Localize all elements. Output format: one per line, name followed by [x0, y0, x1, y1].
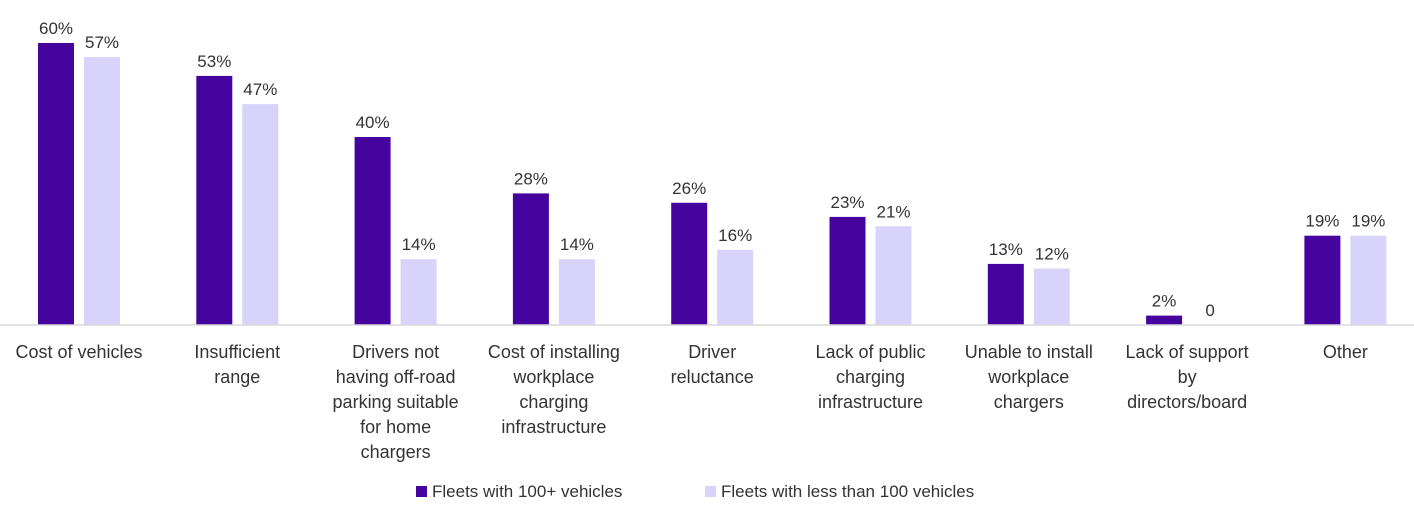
category-label-line: for home	[360, 417, 431, 437]
category-label-line: chargers	[994, 392, 1064, 412]
category-label-line: charging	[519, 392, 588, 412]
value-label-cost-of-vehicles-fleets-100-plus: 60%	[39, 19, 73, 38]
category-label-line: Drivers not	[352, 342, 439, 362]
category-label-no-off-road-parking: Drivers not having off-road parking suitab…	[333, 342, 459, 462]
category-label-line: Cost of installing	[488, 342, 620, 362]
bar-driver-reluctance-fleets-100-plus	[671, 202, 708, 325]
category-label-driver-reluctance: Driver reluctance	[671, 342, 754, 387]
value-label-other-fleets-less-than-100: 19%	[1351, 212, 1385, 231]
legend-swatch-fleets-less-than-100	[705, 486, 716, 497]
bar-unable-install-workplace-fleets-100-plus	[987, 263, 1024, 325]
category-label-line: Cost of vehicles	[15, 342, 142, 362]
value-label-unable-install-workplace-fleets-100-plus: 13%	[989, 240, 1023, 259]
bar-no-off-road-parking-fleets-less-than-100	[400, 259, 437, 325]
category-label-other: Other	[1323, 342, 1368, 362]
category-label-lack-of-board-support: Lack of support by directors/board	[1126, 342, 1249, 412]
legend: Fleets with 100+ vehicles Fleets with le…	[416, 482, 974, 501]
value-label-lack-of-board-support-fleets-100-plus: 2%	[1152, 292, 1177, 311]
value-label-workplace-infrastructure-cost-fleets-100-plus: 28%	[514, 169, 548, 188]
bar-unable-install-workplace-fleets-less-than-100	[1033, 268, 1070, 325]
bar-public-infrastructure-fleets-less-than-100	[875, 226, 912, 325]
bar-other-fleets-less-than-100	[1350, 235, 1387, 325]
bar-cost-of-vehicles-fleets-100-plus	[38, 43, 74, 325]
category-label-line: charging	[836, 367, 905, 387]
legend-swatch-fleets-100-plus	[416, 486, 427, 497]
value-label-insufficient-range-fleets-100-plus: 53%	[197, 52, 231, 71]
value-label-no-off-road-parking-fleets-less-than-100: 14%	[402, 235, 436, 254]
category-label-line: range	[214, 367, 260, 387]
value-label-insufficient-range-fleets-less-than-100: 47%	[243, 80, 277, 99]
value-label-driver-reluctance-fleets-less-than-100: 16%	[718, 226, 752, 245]
bar-public-infrastructure-fleets-100-plus	[829, 216, 866, 325]
value-label-unable-install-workplace-fleets-less-than-100: 12%	[1035, 245, 1069, 264]
category-label-line: parking suitable	[333, 392, 459, 412]
category-label-line: infrastructure	[818, 392, 923, 412]
value-label-cost-of-vehicles-fleets-less-than-100: 57%	[85, 33, 119, 52]
bar-insufficient-range-fleets-100-plus	[196, 75, 233, 326]
legend-label-fleets-100-plus: Fleets with 100+ vehicles	[432, 482, 622, 501]
category-label-line: reluctance	[671, 367, 754, 387]
value-label-workplace-infrastructure-cost-fleets-less-than-100: 14%	[560, 235, 594, 254]
category-label-line: workplace	[987, 367, 1069, 387]
value-label-no-off-road-parking-fleets-100-plus: 40%	[356, 113, 390, 132]
bar-other-fleets-100-plus	[1304, 235, 1341, 325]
value-label-lack-of-board-support-fleets-less-than-100: 0	[1205, 301, 1214, 320]
category-label-line: chargers	[361, 442, 431, 462]
value-label-public-infrastructure-fleets-less-than-100: 21%	[876, 202, 910, 221]
legend-label-fleets-less-than-100: Fleets with less than 100 vehicles	[721, 482, 974, 501]
bar-no-off-road-parking-fleets-100-plus	[354, 137, 391, 325]
bar-workplace-infrastructure-cost-fleets-100-plus	[512, 193, 549, 325]
category-label-line: Lack of support	[1126, 342, 1249, 362]
category-label-unable-install-workplace: Unable to install workplace chargers	[965, 342, 1093, 412]
category-label-line: Insufficient	[194, 342, 280, 362]
value-labels-group: 60% 57% 53% 47% 40% 14% 28% 14% 26% 16% 23% 21% 13% 1…	[39, 19, 1385, 320]
bar-lack-of-board-support-fleets-100-plus	[1146, 315, 1183, 325]
value-label-public-infrastructure-fleets-100-plus: 23%	[830, 193, 864, 212]
category-label-line: directors/board	[1127, 392, 1247, 412]
category-label-public-infrastructure: Lack of public charging infrastructure	[815, 342, 925, 412]
category-label-line: Lack of public	[815, 342, 925, 362]
category-label-line: Unable to install	[965, 342, 1093, 362]
category-label-line: workplace	[512, 367, 594, 387]
category-label-line: Driver	[688, 342, 736, 362]
category-label-line: Other	[1323, 342, 1368, 362]
bars-group	[38, 43, 1387, 326]
category-label-insufficient-range: Insufficient range	[194, 342, 280, 387]
category-label-line: having off-road	[336, 367, 456, 387]
value-label-other-fleets-100-plus: 19%	[1305, 212, 1339, 231]
category-label-workplace-infrastructure-cost: Cost of installing workplace charging infra…	[488, 342, 620, 437]
value-label-driver-reluctance-fleets-100-plus: 26%	[672, 179, 706, 198]
category-labels-group: Cost of vehicles Insufficient range Drivers…	[15, 342, 1367, 462]
category-label-line: by	[1178, 367, 1197, 387]
bar-driver-reluctance-fleets-less-than-100	[717, 249, 754, 325]
bar-workplace-infrastructure-cost-fleets-less-than-100	[558, 259, 595, 325]
category-label-line: infrastructure	[501, 417, 606, 437]
bar-cost-of-vehicles-fleets-less-than-100	[84, 57, 120, 325]
category-label-cost-of-vehicles: Cost of vehicles	[15, 342, 142, 362]
bar-insufficient-range-fleets-less-than-100	[242, 104, 279, 325]
